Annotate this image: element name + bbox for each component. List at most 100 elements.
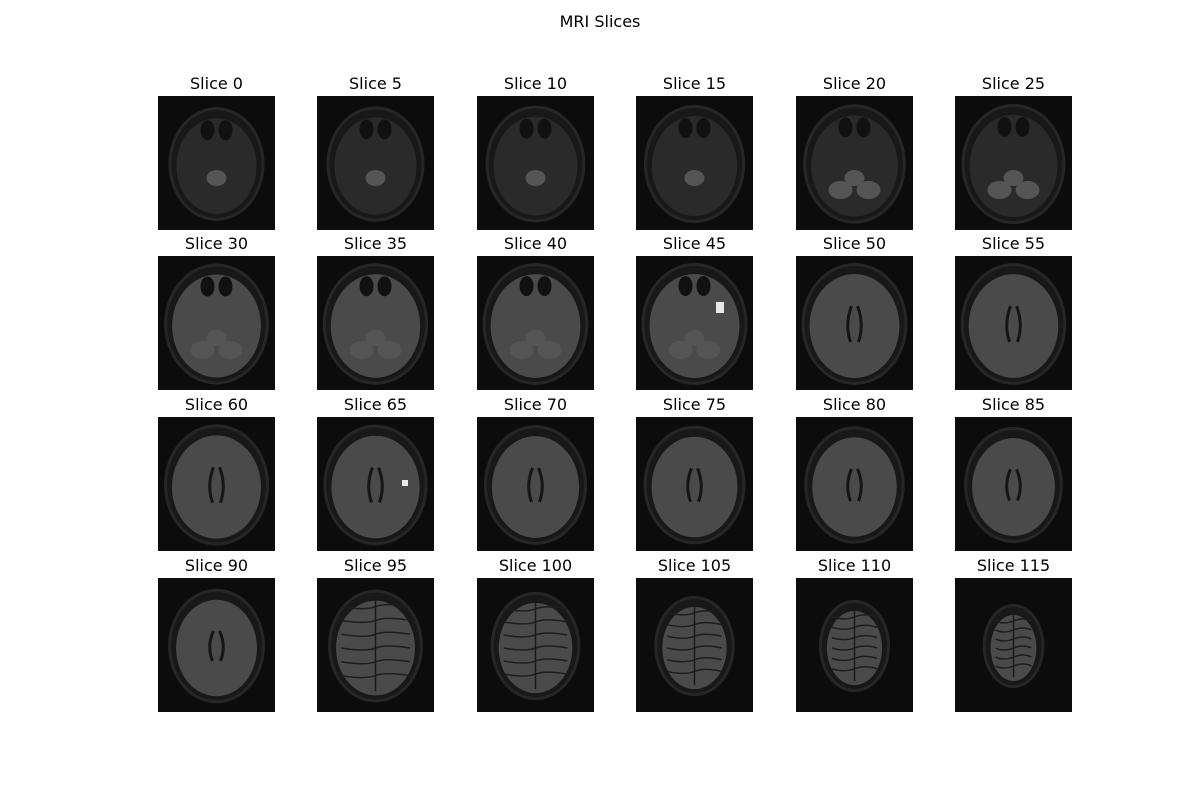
- brain-tissue: [490, 274, 581, 378]
- brain-tissue: [331, 435, 420, 539]
- cerebellum-left: [190, 341, 215, 359]
- slice-title: Slice 55: [981, 234, 1046, 253]
- slice-drawing: [964, 427, 1063, 543]
- sinus-right: [377, 119, 392, 140]
- cerebellum-right: [537, 341, 562, 359]
- cerebellum-left: [509, 341, 534, 359]
- slice-title: Slice 100: [498, 556, 573, 575]
- cerebellum-right: [696, 341, 721, 359]
- slice-title: Slice 60: [184, 395, 249, 414]
- figure-title: MRI Slices: [559, 12, 641, 31]
- sinus-left: [200, 120, 215, 141]
- slice-title: Slice 40: [503, 234, 568, 253]
- slice-title: Slice 105: [657, 556, 732, 575]
- slice-drawing: [164, 263, 269, 385]
- brain-tissue: [171, 435, 262, 539]
- cerebellum-right: [856, 181, 881, 199]
- slice-title: Slice 95: [343, 556, 408, 575]
- brainstem: [684, 170, 705, 186]
- slice-drawing: [163, 424, 270, 546]
- slice-image: [955, 578, 1072, 712]
- cerebellum-left: [349, 341, 374, 359]
- sinus-left: [678, 276, 693, 297]
- slice-drawing: [804, 426, 905, 544]
- slice-image: [477, 256, 594, 390]
- slice-drawing: [322, 263, 429, 385]
- slice-image: [796, 96, 913, 230]
- slice-title: Slice 45: [662, 234, 727, 253]
- lesion-marker: [716, 302, 724, 313]
- slice-title: Slice 15: [662, 74, 727, 93]
- brain-tissue: [491, 436, 580, 538]
- slice-drawing: [643, 104, 746, 224]
- slice-title: Slice 90: [184, 556, 249, 575]
- sinus-right: [696, 276, 711, 297]
- slice-image: [317, 417, 434, 551]
- sinus-right: [377, 276, 392, 297]
- slice-title: Slice 110: [817, 556, 892, 575]
- brain-tissue: [809, 274, 900, 378]
- slice-drawing: [960, 263, 1067, 385]
- slice-title: Slice 75: [662, 395, 727, 414]
- slice-drawing: [803, 104, 906, 224]
- sinus-right: [696, 117, 711, 138]
- slice-image: [317, 578, 434, 712]
- cerebellum-right: [377, 341, 402, 359]
- slice-drawing: [326, 106, 425, 222]
- sinus-left: [359, 276, 374, 297]
- brain-tissue: [812, 437, 897, 537]
- slice-image: [636, 578, 753, 712]
- slice-title: Slice 5: [349, 74, 402, 93]
- brain-tissue: [811, 115, 898, 217]
- ventricles: [1005, 305, 1022, 343]
- ventricles: [846, 305, 863, 343]
- brainstem: [1003, 170, 1024, 186]
- ventricles: [527, 467, 544, 503]
- slice-title: Slice 0: [190, 74, 243, 93]
- slice-drawing: [982, 603, 1045, 689]
- cerebellum-right: [218, 341, 243, 359]
- sinus-left: [678, 117, 693, 138]
- sinus-right: [537, 118, 552, 139]
- brain-tissue: [176, 118, 257, 214]
- slice-drawing: [801, 263, 908, 385]
- brain-tissue: [651, 115, 738, 217]
- slice-image: [158, 417, 275, 551]
- slice-drawing: [485, 105, 586, 223]
- ventricles: [846, 468, 863, 502]
- sinus-left: [519, 118, 534, 139]
- sinus-right: [218, 120, 233, 141]
- slice-image: [477, 578, 594, 712]
- sinus-left: [359, 119, 374, 140]
- brain-tissue: [969, 114, 1058, 218]
- slice-drawing: [961, 103, 1066, 225]
- slice-image: [317, 96, 434, 230]
- slice-image: [477, 96, 594, 230]
- sinus-left: [838, 117, 853, 138]
- cerebellum-left: [987, 181, 1012, 199]
- brain-tissue: [651, 436, 738, 538]
- brainstem: [525, 330, 546, 346]
- slice-image: [955, 96, 1072, 230]
- slice-drawing: [490, 591, 581, 701]
- slice-image: [317, 256, 434, 390]
- ventricles: [686, 467, 703, 503]
- slice-image: [636, 256, 753, 390]
- slice-image: [955, 417, 1072, 551]
- slice-drawing: [483, 425, 588, 545]
- slice-title: Slice 20: [822, 74, 887, 93]
- slice-title: Slice 25: [981, 74, 1046, 93]
- cerebellum-left: [668, 341, 693, 359]
- slice-image: [477, 417, 594, 551]
- brainstem: [206, 330, 227, 346]
- brainstem: [684, 330, 705, 346]
- slice-image: [158, 578, 275, 712]
- brain-tissue: [972, 438, 1055, 536]
- brain-tissue: [334, 117, 417, 215]
- slice-title: Slice 30: [184, 234, 249, 253]
- slice-image: [158, 96, 275, 230]
- slice-image: [158, 256, 275, 390]
- brain-tissue: [968, 274, 1059, 378]
- sinus-right: [1015, 116, 1030, 137]
- brain-tissue: [493, 116, 578, 216]
